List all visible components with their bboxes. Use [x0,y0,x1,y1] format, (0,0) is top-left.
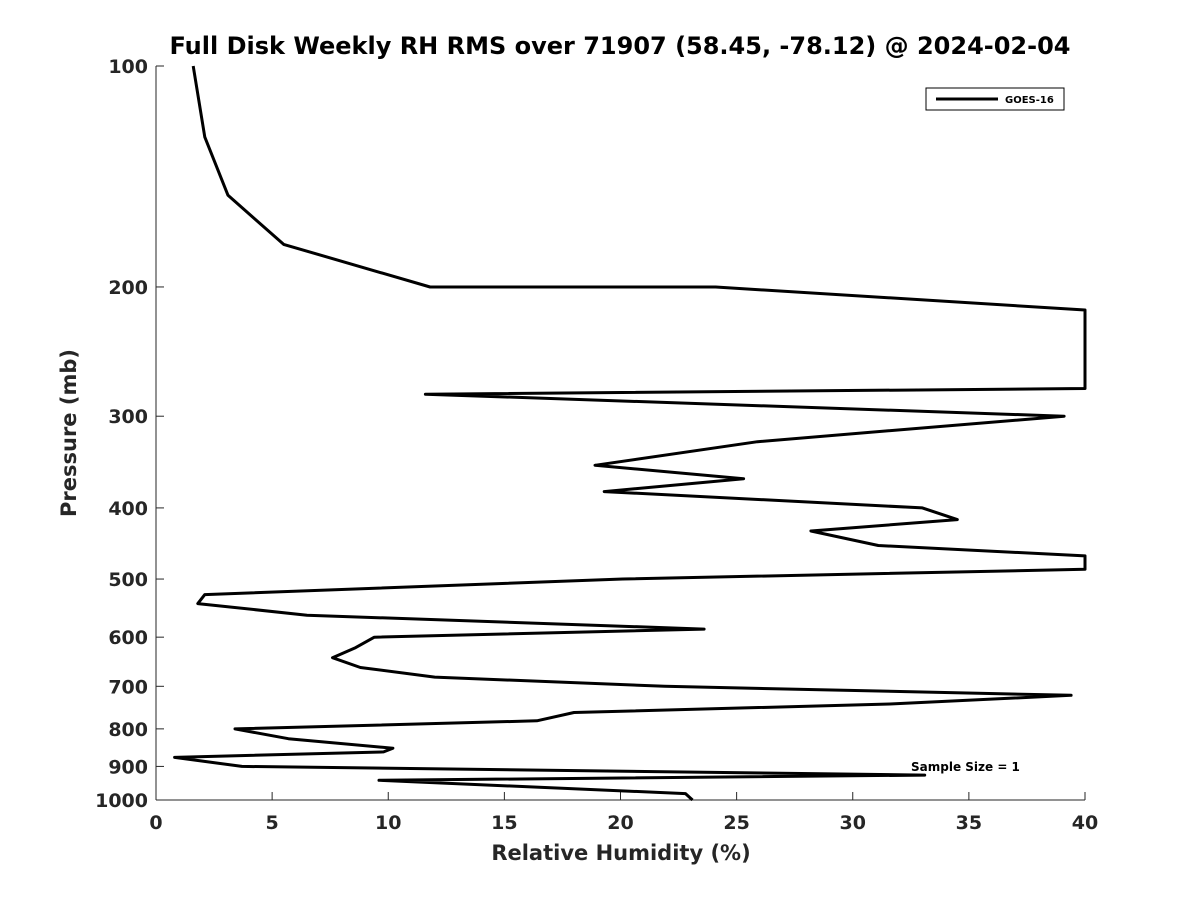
x-tick-label: 20 [607,812,633,834]
sample-size-annotation: Sample Size = 1 [911,760,1020,774]
legend-entry: GOES-16 [1005,95,1054,106]
y-tick-label: 200 [108,277,148,299]
tick-group: 0 5 10 15 20 25 30 35 40 100 200 300 400 500 600 700 800… [95,56,1098,834]
axes [155,66,1085,801]
x-tick-label: 25 [723,812,749,834]
legend: GOES-16 [925,87,1065,111]
series-group [173,65,1087,802]
x-tick-label: 30 [840,812,866,834]
y-tick-label: 1000 [95,790,148,812]
y-tick-label: 400 [108,498,148,520]
series-line-goes-16 [173,65,1087,802]
x-tick-label: 0 [149,812,162,834]
y-tick-label: 600 [108,627,148,649]
x-tick-label: 35 [956,812,982,834]
y-tick-label: 300 [108,406,148,428]
x-tick-label: 5 [266,812,279,834]
x-tick-label: 10 [375,812,401,834]
y-tick-label: 700 [108,676,148,698]
x-tick-label: 15 [491,812,517,834]
chart-title: Full Disk Weekly RH RMS over 71907 (58.4… [169,32,1070,60]
x-tick-label: 40 [1072,812,1098,834]
y-tick-label: 100 [108,56,148,78]
x-axis-label: Relative Humidity (%) [491,841,750,865]
y-tick-label: 900 [108,756,148,778]
y-tick-label: 800 [108,719,148,741]
y-tick-label: 500 [108,569,148,591]
y-axis-label: Pressure (mb) [57,349,81,517]
